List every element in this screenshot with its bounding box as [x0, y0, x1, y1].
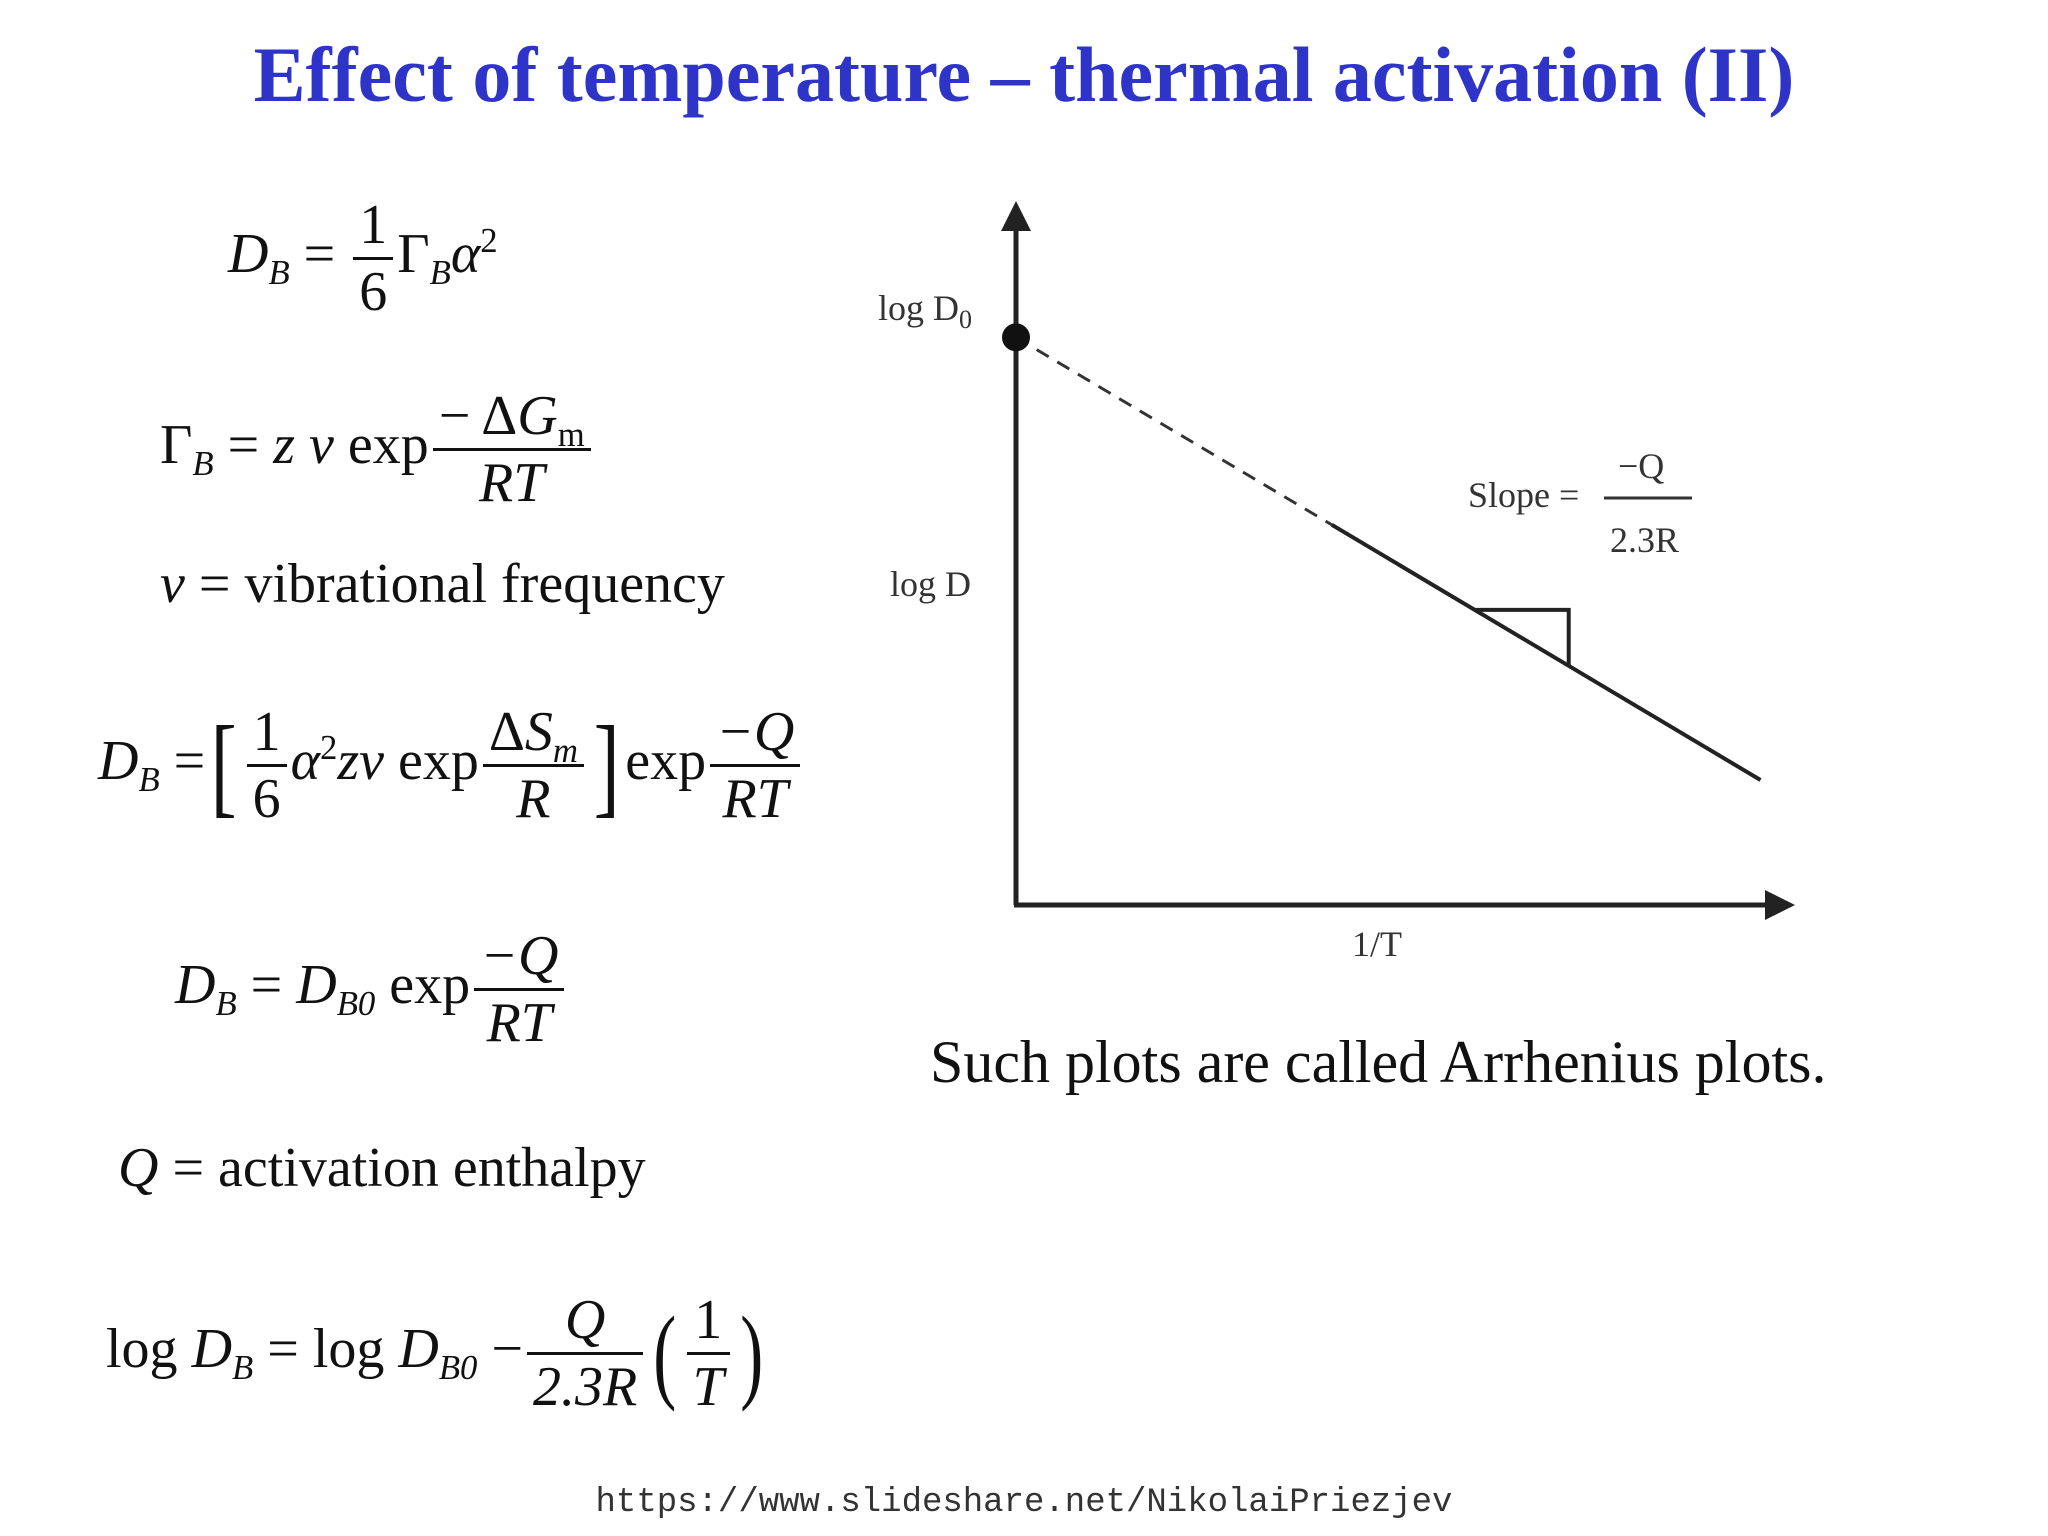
- eq3-v: v: [160, 553, 185, 615]
- eq2-v: v: [308, 413, 334, 476]
- eq1-lhs-symbol: D: [228, 222, 269, 285]
- slide-title: Effect of temperature – thermal activati…: [253, 31, 1795, 118]
- eq7-lhs-subscript: B: [232, 1347, 254, 1387]
- eq4-entropy-numerator: ΔSm: [482, 700, 584, 771]
- equation-arrhenius: DB = DB0 exp −Q RT: [175, 924, 568, 1056]
- eq5-rhs-subscript: B0: [336, 983, 376, 1023]
- definition-activation-enthalpy: Q = activation enthalpy: [118, 1140, 646, 1196]
- eq4-lhs-symbol: D: [98, 729, 139, 792]
- equation-jump-frequency: ΓB = z v exp − ΔGm RT: [160, 384, 595, 516]
- eq1-denominator: 6: [359, 261, 388, 324]
- eq2-gamma-subscript: B: [192, 443, 214, 483]
- eq4-lhs-subscript: B: [138, 759, 160, 799]
- eq7-log1: log: [106, 1317, 192, 1380]
- eq4-numerator: 1: [246, 700, 287, 768]
- eq4-alpha-superscript: 2: [319, 728, 338, 768]
- eq7-rhs-subscript: B0: [438, 1347, 478, 1387]
- eq7-left-paren: (: [653, 1294, 677, 1413]
- eq2-delta: Δ: [481, 385, 518, 447]
- equation-diffusion-coefficient: DB = 1 6 ΓBα2: [228, 193, 498, 325]
- slope-denominator: 2.3R: [1610, 520, 1679, 560]
- log-d0-intercept-marker: [1002, 323, 1030, 352]
- eq1-equals: =: [303, 222, 336, 285]
- eq3-text: = vibrational frequency: [198, 553, 725, 615]
- eq2-G-subscript: m: [557, 415, 585, 455]
- eq1-gamma: Γ: [397, 222, 430, 285]
- definition-vibrational-frequency: v = vibrational frequency: [160, 556, 725, 612]
- eq7-rhs-symbol: D: [398, 1317, 439, 1380]
- eq7-denominator: 2.3R: [533, 1356, 638, 1419]
- label-log-d0: log D0: [878, 288, 972, 334]
- eq5-equals: =: [250, 953, 283, 1016]
- eq6-text: = activation enthalpy: [172, 1137, 646, 1199]
- eq4-left-bracket: [: [210, 703, 237, 828]
- eq4-delta: Δ: [488, 701, 525, 763]
- eq7-inner-denominator: T: [692, 1356, 724, 1419]
- eq2-G: G: [517, 385, 558, 447]
- label-log-d0-text: log D: [878, 288, 959, 328]
- eq7-minus: −: [477, 1317, 523, 1380]
- eq2-z: z: [273, 413, 295, 476]
- eq4-entropy-fraction: ΔSm R: [482, 700, 584, 832]
- eq4-right-bracket: ]: [593, 703, 620, 828]
- eq2-gamma: Γ: [160, 413, 193, 476]
- eq2-exp: exp: [347, 413, 429, 476]
- eq5-numerator: −Q: [474, 924, 565, 992]
- eq2-numerator: − ΔGm: [432, 384, 591, 455]
- eq4-activation-fraction: −Q RT: [710, 700, 801, 832]
- eq1-numerator: 1: [353, 193, 394, 261]
- eq5-denominator: RT: [486, 992, 552, 1055]
- eq4-exp2: exp: [625, 729, 707, 792]
- eq4-equals: =: [173, 729, 206, 792]
- x-axis-label: 1/T: [1352, 924, 1402, 964]
- slope-numerator: −Q: [1618, 446, 1664, 486]
- eq5-lhs-symbol: D: [175, 953, 216, 1016]
- slope-label: Slope =: [1468, 475, 1579, 515]
- eq1-alpha-superscript: 2: [480, 221, 498, 261]
- label-log-d: log D: [890, 564, 971, 604]
- eq7-right-paren: ): [740, 1294, 764, 1413]
- source-url: https://www.slideshare.net/NikolaiPriezj…: [595, 1484, 1453, 1522]
- eq4-entropy-denominator: R: [516, 768, 551, 831]
- eq2-fraction: − ΔGm RT: [432, 384, 591, 516]
- eq6-Q: Q: [118, 1137, 159, 1199]
- eq2-equals: =: [227, 413, 260, 476]
- eq4-alpha: α: [290, 729, 320, 792]
- eq4-exp: exp: [397, 729, 479, 792]
- eq5-fraction: −Q RT: [474, 924, 565, 1056]
- eq7-lhs-symbol: D: [191, 1317, 233, 1380]
- eq4-zv: zv: [337, 729, 384, 792]
- eq5-lhs-subscript: B: [215, 983, 237, 1023]
- eq1-gamma-subscript: B: [429, 252, 451, 292]
- eq4-activation-numerator: −Q: [710, 700, 801, 768]
- eq4-S-subscript: m: [552, 731, 578, 771]
- eq4-S: S: [524, 701, 553, 763]
- eq4-activation-denominator: RT: [722, 768, 788, 831]
- equation-log-form: log DB = log DB0 − Q 2.3R(1 T): [106, 1288, 769, 1420]
- eq2-denominator: RT: [479, 452, 545, 515]
- caption: Such plots are called Arrhenius plots.: [930, 1029, 1827, 1095]
- eq1-alpha: α: [450, 222, 481, 285]
- eq5-exp: exp: [389, 953, 471, 1016]
- eq7-numerator: Q: [527, 1288, 644, 1356]
- data-line: [1330, 523, 1762, 782]
- eq4-denominator: 6: [252, 768, 281, 831]
- label-log-d0-subscript: 0: [959, 305, 972, 334]
- extrapolation-dashed-line: [1015, 336, 1333, 527]
- eq1-lhs-subscript: B: [268, 252, 290, 292]
- equation-diffusion-expanded: DB =[1 6 α2zv exp ΔSm R]exp −Q RT: [98, 700, 804, 832]
- eq7-equals-log: = log: [267, 1317, 399, 1380]
- eq5-rhs-symbol: D: [296, 953, 337, 1016]
- slope-triangle: [1474, 607, 1571, 666]
- eq7-inner-numerator: 1: [686, 1288, 730, 1356]
- eq2-minus: −: [438, 385, 471, 447]
- eq7-fraction: Q 2.3R: [527, 1288, 644, 1420]
